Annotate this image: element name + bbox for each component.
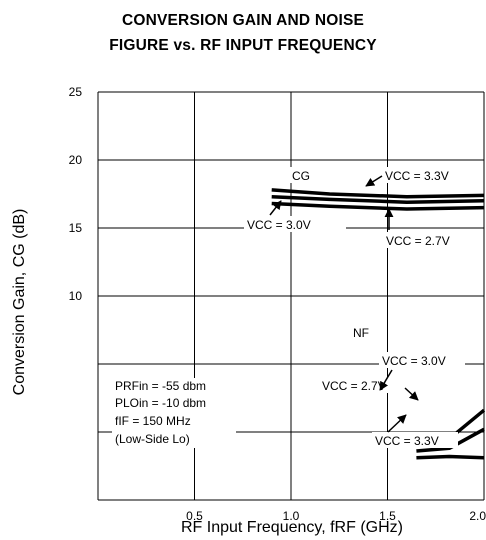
nf-vcc30-bg [379, 352, 465, 368]
cg-vcc30-label: VCC = 3.0V [247, 218, 311, 232]
chart-title-line1: CONVERSION GAIN AND NOISE [121, 12, 365, 29]
chart-title-line2: FIGURE vs. RF INPUT FREQUENCY [109, 37, 377, 54]
cg-label-bg [289, 167, 319, 183]
arrow-nf-vcc30 [379, 369, 393, 391]
nf-vcc30-label: VCC = 3.0V [382, 354, 446, 368]
x-tick-label: 1.0 [283, 509, 300, 523]
y-tick-label: 10 [69, 289, 83, 303]
condition-prf: PRFin = -55 dbm [115, 379, 206, 393]
arrow-nf-vcc27 [404, 387, 419, 401]
cg-vcc33-label: VCC = 3.3V [385, 169, 449, 183]
x-tick-label: 2.0 [469, 509, 486, 523]
nf-vcc33-label: VCC = 3.3V [375, 434, 439, 448]
annotations: CG VCC = 3.3V VCC = 3.0V VCC = 2.7V NF V… [115, 169, 450, 448]
y-tick-label: 25 [69, 85, 83, 99]
series-line-cg-1 [271, 194, 485, 204]
nf-vcc27-label: VCC = 2.7V [322, 379, 386, 393]
conditions-bg [112, 378, 236, 448]
cg-vcc27-bg [383, 232, 469, 248]
condition-lo: (Low-Side Lo) [115, 432, 190, 446]
annotation-backgrounds [112, 167, 469, 448]
arrow-cg-vcc33 [365, 175, 383, 187]
y-tick-label: 15 [69, 221, 83, 235]
series-line-cg-0 [271, 188, 485, 199]
nf-vcc33-bg [372, 432, 458, 448]
arrow-cg-vcc30 [269, 200, 282, 216]
x-tick-label: 1.5 [379, 509, 396, 523]
cg-vcc33-bg [382, 167, 468, 183]
series-line-nf-5 [416, 454, 485, 460]
cg-vcc30-bg [244, 216, 346, 232]
y-axis-label: Conversion Gain, CG (dB) [11, 209, 28, 396]
tick-labels: 25 20 15 10 0.5 1.0 1.5 2.0 [69, 85, 486, 523]
series-line-nf-4 [416, 427, 485, 453]
cg-vcc27-label: VCC = 2.7V [386, 234, 450, 248]
condition-fif: fIF = 150 MHz [115, 414, 191, 428]
series-line-cg-2 [271, 201, 485, 211]
pointer-arrows [269, 175, 419, 433]
condition-plo: PLOin = -10 dbm [115, 396, 206, 410]
y-tick-label: 20 [69, 153, 83, 167]
x-axis-label: RF Input Frequency, fRF (GHz) [181, 519, 403, 536]
nf-label: NF [353, 326, 369, 340]
arrow-nf-vcc33 [387, 414, 407, 433]
nf-label-bg [350, 324, 374, 340]
cg-label: CG [292, 169, 310, 183]
x-tick-label: 0.5 [186, 509, 203, 523]
